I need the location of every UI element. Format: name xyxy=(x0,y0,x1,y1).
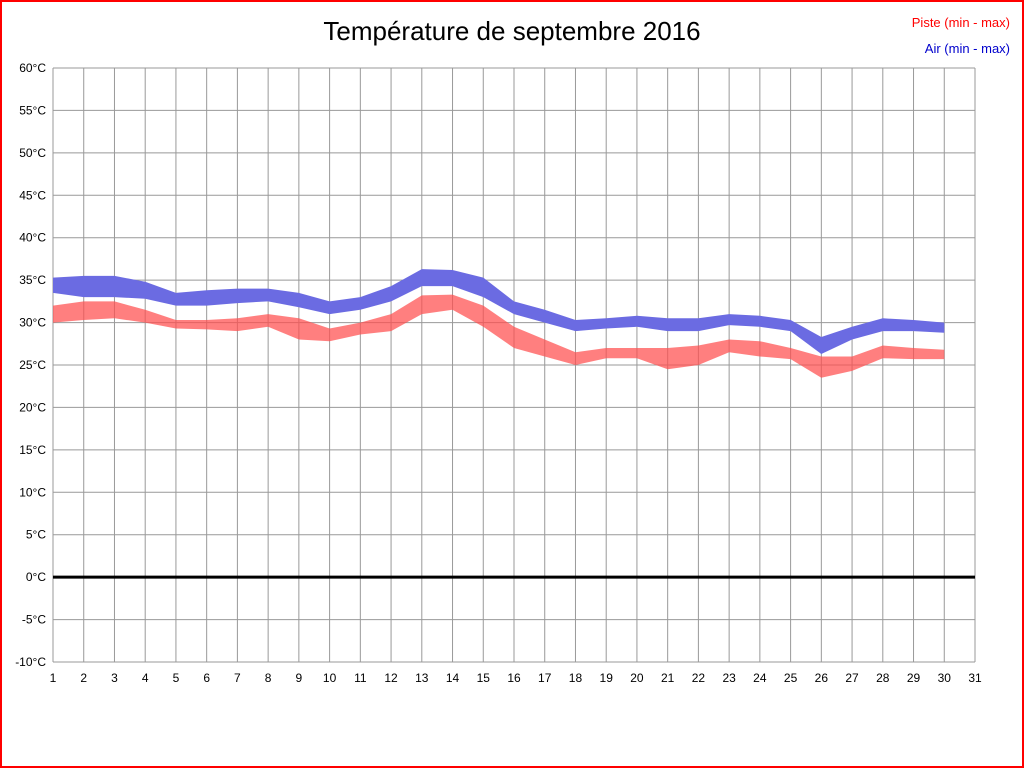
y-tick-label: 50°C xyxy=(19,146,46,160)
x-tick-label: 6 xyxy=(203,671,210,685)
x-tick-label: 8 xyxy=(265,671,272,685)
x-tick-label: 15 xyxy=(477,671,491,685)
x-tick-label: 5 xyxy=(173,671,180,685)
y-tick-label: 30°C xyxy=(19,316,46,330)
chart-title: Température de septembre 2016 xyxy=(323,16,701,46)
y-tick-label: 40°C xyxy=(19,231,46,245)
x-tick-label: 21 xyxy=(661,671,675,685)
legend-item-air: Air (min - max) xyxy=(924,41,1010,56)
x-tick-label: 7 xyxy=(234,671,241,685)
legend-item-piste: Piste (min - max) xyxy=(911,15,1010,30)
x-tick-label: 16 xyxy=(507,671,521,685)
x-tick-label: 31 xyxy=(968,671,982,685)
x-tick-label: 30 xyxy=(938,671,952,685)
y-tick-label: -10°C xyxy=(15,655,46,669)
y-tick-label: 0°C xyxy=(26,570,46,584)
y-tick-label: 15°C xyxy=(19,443,46,457)
y-tick-label: 60°C xyxy=(19,61,46,75)
band-piste xyxy=(53,294,945,378)
y-tick-label: 10°C xyxy=(19,485,46,499)
x-tick-label: 18 xyxy=(569,671,583,685)
y-tick-label: 45°C xyxy=(19,188,46,202)
y-tick-label: -5°C xyxy=(22,613,46,627)
x-tick-label: 3 xyxy=(111,671,118,685)
x-tick-label: 22 xyxy=(692,671,706,685)
x-tick-label: 17 xyxy=(538,671,552,685)
x-tick-label: 1 xyxy=(50,671,57,685)
x-tick-label: 20 xyxy=(630,671,644,685)
x-tick-label: 2 xyxy=(80,671,87,685)
y-tick-label: 20°C xyxy=(19,400,46,414)
y-tick-label: 35°C xyxy=(19,273,46,287)
x-tick-label: 13 xyxy=(415,671,429,685)
legend: Piste (min - max) Air (min - max) xyxy=(912,10,1010,62)
y-tick-label: 55°C xyxy=(19,103,46,117)
y-tick-label: 25°C xyxy=(19,358,46,372)
x-tick-label: 23 xyxy=(722,671,736,685)
x-tick-label: 14 xyxy=(446,671,460,685)
x-tick-label: 19 xyxy=(600,671,614,685)
x-tick-label: 10 xyxy=(323,671,337,685)
y-tick-label: 5°C xyxy=(26,528,46,542)
x-tick-label: 26 xyxy=(815,671,829,685)
x-tick-label: 25 xyxy=(784,671,798,685)
x-tick-label: 29 xyxy=(907,671,921,685)
x-tick-label: 11 xyxy=(354,671,367,685)
x-tick-label: 24 xyxy=(753,671,767,685)
x-tick-label: 9 xyxy=(296,671,303,685)
x-tick-label: 12 xyxy=(384,671,398,685)
x-tick-label: 4 xyxy=(142,671,149,685)
x-tick-label: 27 xyxy=(845,671,859,685)
band-air xyxy=(53,269,945,354)
x-tick-label: 28 xyxy=(876,671,890,685)
